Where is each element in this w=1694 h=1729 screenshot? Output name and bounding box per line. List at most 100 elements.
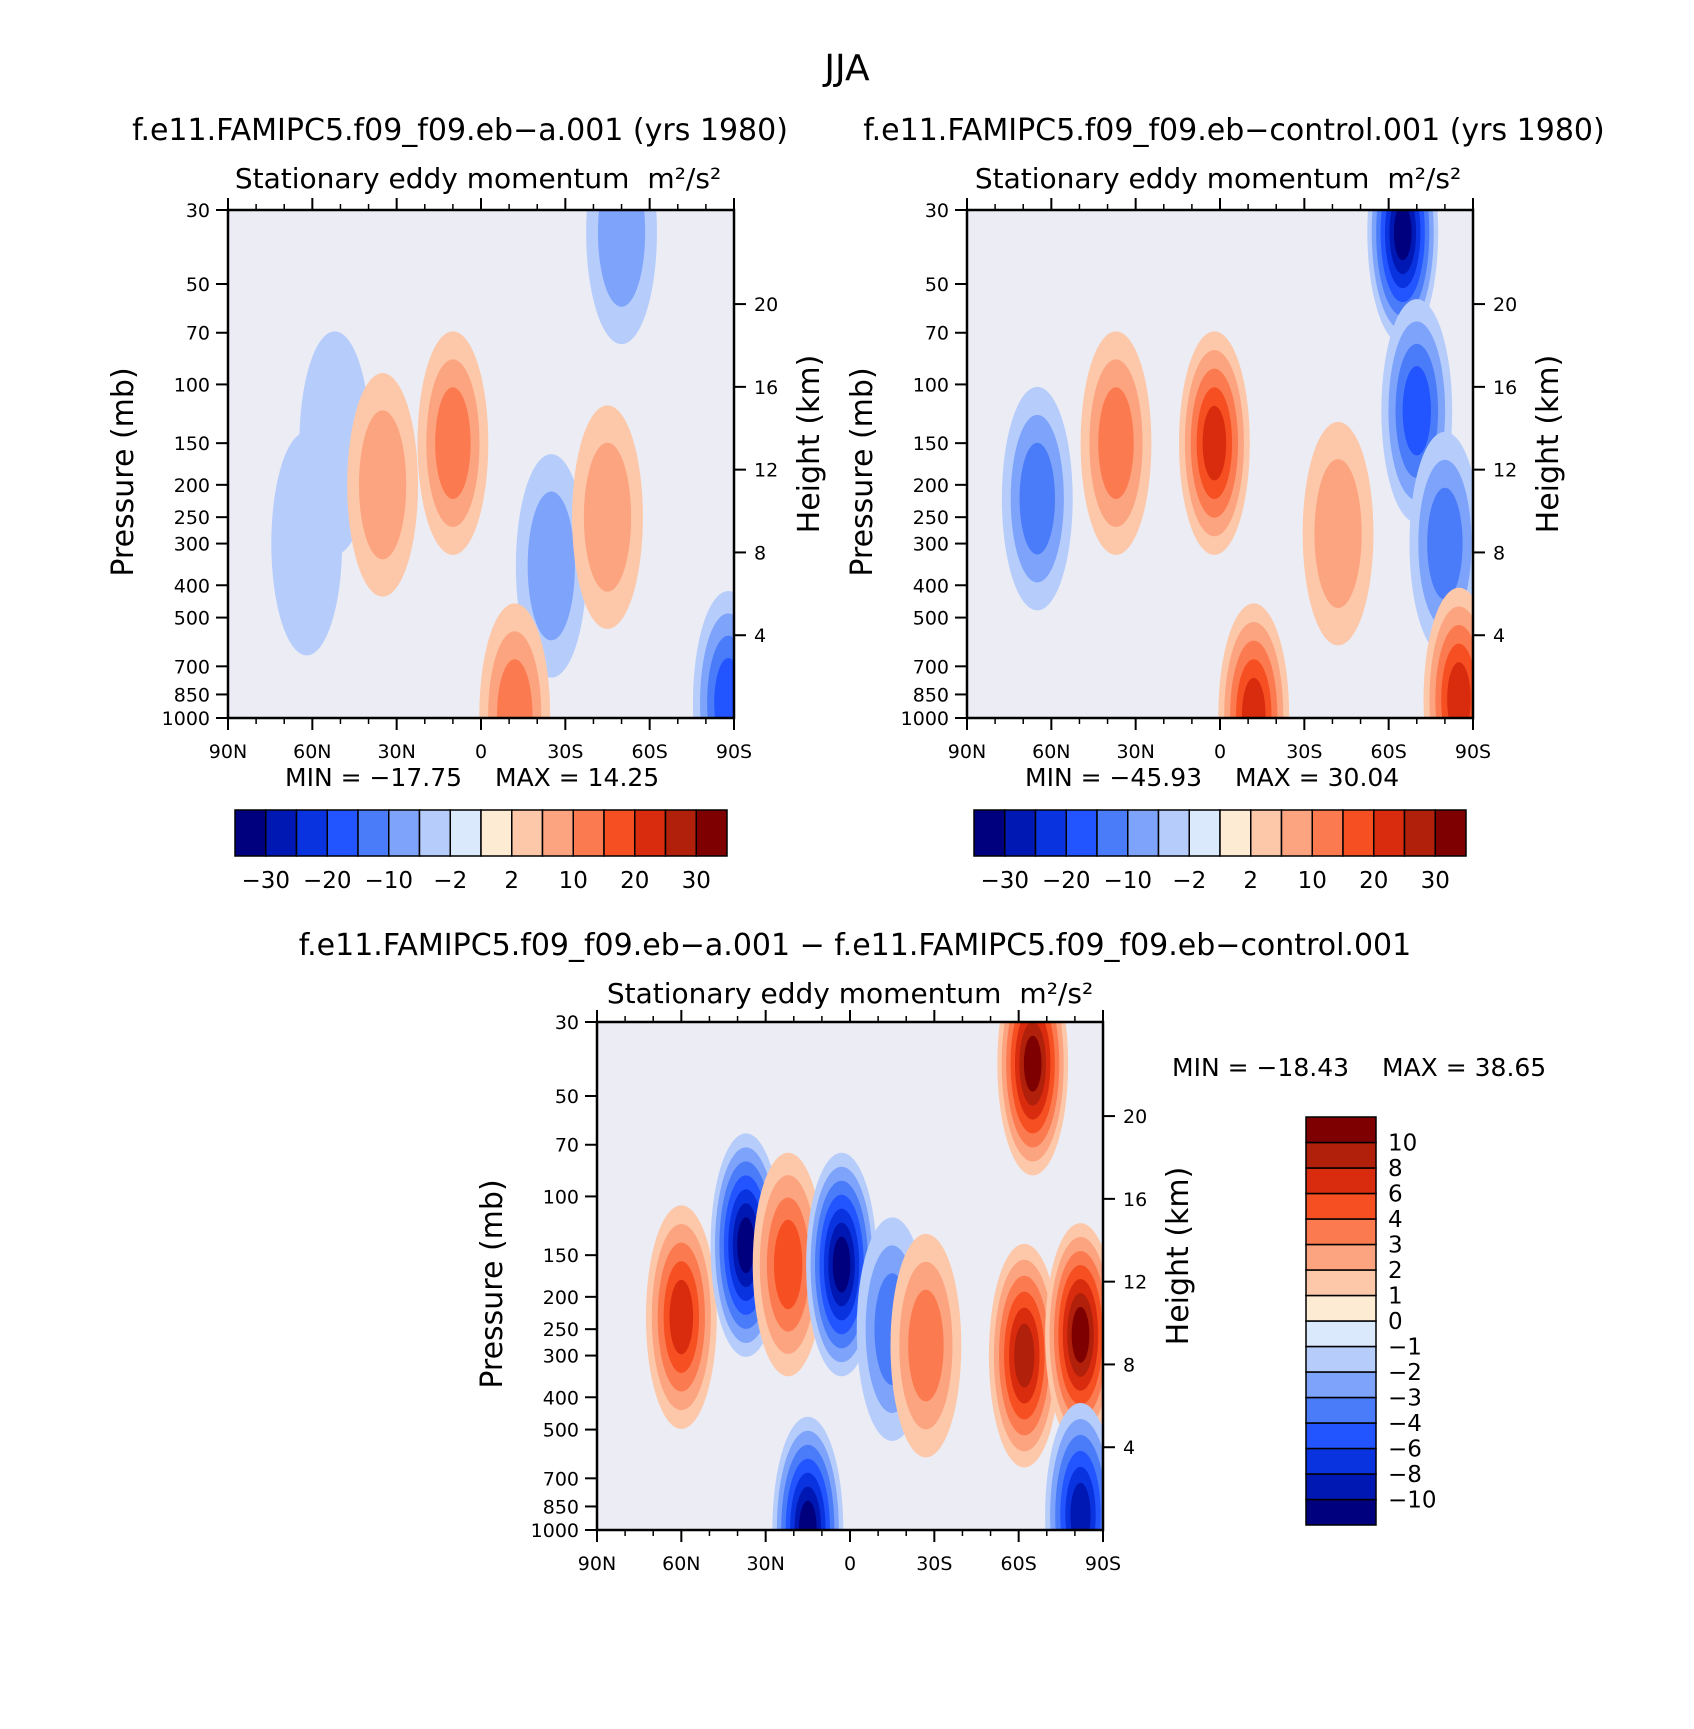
panel3-colorbar-label: 10 — [1388, 1131, 1417, 1157]
panel1-pressure-tick-label: 1000 — [162, 708, 210, 730]
panel1-height-tick-label: 16 — [754, 377, 778, 399]
panel3-pressure-tick-label: 400 — [543, 1387, 579, 1409]
panel1-pressure-tick-label: 300 — [174, 534, 210, 556]
panel3-contour-10-5 — [1070, 1482, 1091, 1530]
panel1-height-tick-label: 8 — [754, 542, 766, 564]
panel2-ylabel: Pressure (mb) — [845, 367, 880, 576]
panel1-lat-tick-label: 60N — [293, 741, 331, 763]
panel1-colorbar-label: −2 — [433, 868, 467, 894]
panel2-colorbar-box — [1188, 809, 1221, 857]
panel3-pressure-tick-label: 50 — [555, 1086, 579, 1108]
panel2-pressure-tick-label: 250 — [913, 507, 949, 529]
panel1-colorbar-box — [234, 809, 267, 857]
panel2-lat-tick-label: 90N — [948, 741, 986, 763]
panel1-lat-tick-label: 90N — [209, 741, 247, 763]
panel1-lat-tick-label: 60S — [632, 741, 668, 763]
panel3-colorbar-label: 8 — [1388, 1156, 1403, 1182]
panel2-pressure-tick-label: 30 — [925, 200, 949, 222]
panel1-contour-2-1 — [358, 410, 407, 560]
panel3-colorbar-label: −2 — [1388, 1360, 1422, 1386]
figure-title: JJA — [822, 48, 870, 89]
panel3-contour-8-6 — [1071, 1306, 1090, 1363]
panel3-colorbar-label: −1 — [1388, 1335, 1422, 1361]
panel1-height-tick-label: 12 — [754, 460, 778, 482]
panel2-colorbar-box — [1342, 809, 1375, 857]
panel2-contour-2-4 — [1202, 405, 1227, 481]
panel3-pressure-tick-label: 70 — [555, 1135, 579, 1157]
panel3-variable: Stationary eddy momentum — [607, 977, 1002, 1010]
panel1-pressure-tick-label: 500 — [174, 608, 210, 630]
panel3-contour-5-2 — [908, 1289, 944, 1402]
panel3-colorbar-box — [1305, 1167, 1377, 1195]
panel1-lat-tick-label: 30N — [377, 741, 415, 763]
panel2-contour-3-1 — [1314, 459, 1362, 609]
panel1-colorbar-box — [695, 809, 728, 857]
panel2-contour-field — [1001, 210, 1473, 718]
panel3-colorbar-box — [1305, 1294, 1377, 1322]
panel1-colorbar-label: 20 — [620, 868, 649, 894]
panel2-colorbar-box — [1311, 809, 1344, 857]
panel3-ylabel: Pressure (mb) — [475, 1179, 510, 1388]
panel2-pressure-tick-label: 100 — [913, 374, 949, 396]
panel3-colorbar-label: −4 — [1388, 1411, 1422, 1437]
panel1-colorbar-box — [449, 809, 482, 857]
panel3-colorbar-box — [1305, 1192, 1377, 1220]
panel3-colorbar-box — [1305, 1269, 1377, 1297]
panel1-colorbar-box — [541, 809, 574, 857]
panel3-pressure-tick-label: 300 — [543, 1346, 579, 1368]
panel3-colorbar-box — [1305, 1498, 1377, 1526]
panel1-colorbar-box — [295, 809, 328, 857]
panel1-ylabel-right: Height (km) — [792, 355, 827, 534]
panel1-ylabel: Pressure (mb) — [106, 367, 141, 576]
panel2-pressure-tick-label: 200 — [913, 475, 949, 497]
panel3-colorbar-label: −10 — [1388, 1488, 1437, 1514]
panel3-colorbar-label: −6 — [1388, 1437, 1422, 1463]
panel3-colorbar-label: −8 — [1388, 1462, 1422, 1488]
panel3-pressure-tick-label: 150 — [543, 1245, 579, 1267]
panel3-pressure-tick-label: 200 — [543, 1287, 579, 1309]
panel3-height-tick-label: 8 — [1123, 1354, 1135, 1376]
panel3-pressure-tick-label: 500 — [543, 1420, 579, 1442]
panel3-pressure-tick-label: 850 — [543, 1496, 579, 1518]
panel1-colorbar-box — [511, 809, 544, 857]
panel3-pressure-tick-label: 700 — [543, 1468, 579, 1490]
panel2-colorbar-box — [973, 809, 1006, 857]
panel1-run-title: f.e11.FAMIPC5.f09_f09.eb−a.001 (yrs 1980… — [132, 113, 788, 148]
panel1-contour-4-1 — [527, 491, 575, 641]
panel2-contour-0-2 — [1019, 442, 1055, 555]
panel2-colorbar-box — [1219, 809, 1252, 857]
panel3-contour-field — [645, 1022, 1103, 1530]
panel1-colorbar-label: −20 — [303, 868, 352, 894]
panel1-colorbar-box — [603, 809, 636, 857]
panel2-colorbar-box — [1403, 809, 1436, 857]
panel3-contour-3-6 — [832, 1236, 851, 1293]
panel2-pressure-tick-label: 1000 — [901, 708, 949, 730]
panel3-height-tick-label: 16 — [1123, 1189, 1147, 1211]
panel2-colorbar-box — [1065, 809, 1098, 857]
panel3-contour-6-6 — [1023, 1035, 1042, 1092]
panel2-colorbar-box — [1096, 809, 1129, 857]
panel3-pressure-tick-label: 250 — [543, 1319, 579, 1341]
panel3-height-tick-label: 4 — [1123, 1437, 1135, 1459]
panel3-contour-7-5 — [1014, 1323, 1035, 1388]
panel1-colorbar: −30 −20 −10 −2 2 10 20 30 — [234, 809, 728, 894]
panel1-contour-5-1 — [583, 442, 632, 592]
panel3-colorbar-label: 0 — [1388, 1309, 1403, 1335]
panel2-pressure-tick-label: 500 — [913, 608, 949, 630]
panel1-pressure-tick-label: 30 — [186, 200, 210, 222]
panel1-colorbar-box — [572, 809, 605, 857]
panel2-pressure-tick-label: 300 — [913, 534, 949, 556]
panel2-height-tick-label: 12 — [1493, 460, 1517, 482]
panel2-colorbar-box — [1157, 809, 1190, 857]
panel2-colorbar-box — [1373, 809, 1406, 857]
panel1-units: m²/s² — [647, 162, 721, 195]
panel2-lat-tick-label: 30N — [1116, 741, 1154, 763]
panel1-colorbar-label: 10 — [559, 868, 588, 894]
panel3-contour-2-3 — [773, 1219, 803, 1310]
panel2-contour-8-4 — [1447, 662, 1471, 718]
panel2-contour-6-2 — [1427, 487, 1463, 600]
panel2-colorbar-label: 30 — [1421, 868, 1450, 894]
panel3-height-tick-label: 20 — [1123, 1106, 1147, 1128]
panel3-pressure-tick-label: 100 — [543, 1186, 579, 1208]
panel1-colorbar-box — [357, 809, 390, 857]
